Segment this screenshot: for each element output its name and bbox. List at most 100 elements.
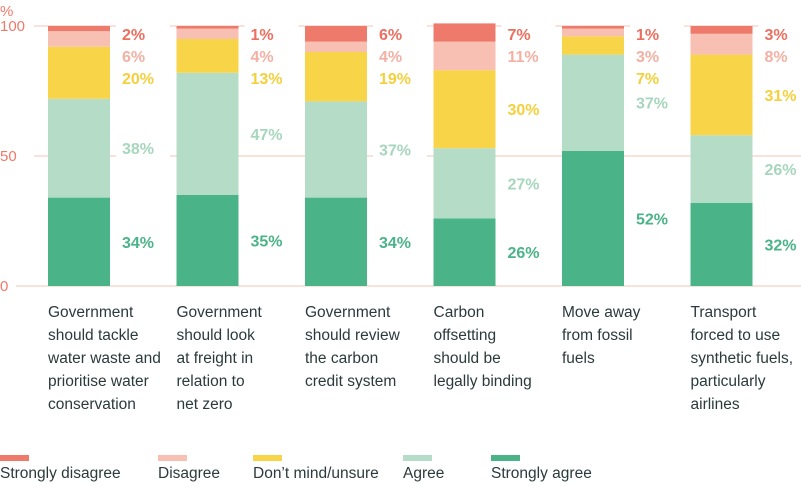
value-label: 19% bbox=[379, 71, 411, 88]
bar-segment bbox=[48, 26, 110, 32]
legend-label: Agree bbox=[403, 465, 445, 482]
category-label-line: credit system bbox=[305, 373, 397, 390]
category-label-line: from fossil bbox=[562, 327, 633, 344]
value-label: 7% bbox=[508, 27, 531, 44]
y-tick-label: 100 bbox=[0, 18, 25, 35]
label-bg bbox=[501, 173, 556, 194]
label-bg bbox=[758, 24, 801, 44]
category-label-line: legally binding bbox=[433, 373, 532, 390]
label-bg bbox=[244, 68, 299, 88]
legend-item: Strongly disagree bbox=[0, 455, 121, 487]
category-label-line: should look bbox=[176, 327, 255, 344]
value-label: 6% bbox=[122, 49, 145, 66]
bar-segment bbox=[176, 28, 239, 39]
bar-segment bbox=[433, 218, 496, 286]
category-label-line: synthetic fuels, bbox=[690, 350, 794, 367]
bar-segment bbox=[305, 26, 367, 42]
category-label-line: Government bbox=[176, 304, 262, 321]
label-bg bbox=[116, 231, 170, 252]
bar-segment bbox=[48, 31, 110, 47]
label-bg bbox=[630, 24, 684, 44]
label-bg bbox=[758, 159, 801, 179]
label-bg bbox=[501, 24, 556, 44]
bar-segment bbox=[562, 26, 624, 29]
y-axis-label: % bbox=[0, 3, 13, 20]
bar-segment bbox=[176, 195, 239, 286]
category-label-line: airlines bbox=[690, 396, 740, 413]
y-tick-label: 50 bbox=[0, 148, 17, 165]
category-label-line: prioritise water bbox=[48, 373, 149, 390]
label-bg bbox=[758, 234, 801, 255]
label-bg bbox=[501, 46, 556, 66]
label-bg bbox=[373, 46, 427, 66]
bar-segment bbox=[48, 98, 110, 198]
value-label: 1% bbox=[251, 27, 274, 44]
category-label-line: at freight in bbox=[176, 350, 254, 367]
value-label: 37% bbox=[636, 96, 668, 113]
category-label-line: forced to use bbox=[690, 327, 781, 344]
value-label: 37% bbox=[379, 143, 411, 160]
bar-segment bbox=[690, 135, 753, 203]
legend-item: Don’t mind/unsure bbox=[253, 455, 379, 487]
bar-segment bbox=[690, 26, 753, 34]
label-bg bbox=[116, 46, 170, 66]
category-label: Government should tackle water waste and pr… bbox=[48, 301, 174, 416]
legend-item: Agree bbox=[403, 455, 444, 487]
bar-segment bbox=[305, 41, 367, 52]
legend-label: Strongly agree bbox=[491, 465, 592, 482]
category-label: Carbon offsetting should be legally binding bbox=[434, 301, 560, 393]
category-label: Government should look at freight in relati… bbox=[177, 301, 303, 416]
bar-segment bbox=[305, 197, 367, 286]
bar-segment bbox=[562, 54, 624, 151]
bars bbox=[48, 23, 753, 286]
y-tick-label: 0 bbox=[0, 278, 8, 295]
value-label: 20% bbox=[122, 71, 154, 88]
category-label-line: Transport bbox=[690, 304, 757, 321]
value-label: 26% bbox=[765, 162, 797, 179]
value-label: 34% bbox=[379, 235, 411, 252]
value-label: 11% bbox=[508, 49, 539, 66]
legend-label: Strongly disagree bbox=[0, 465, 121, 482]
label-bg bbox=[630, 208, 684, 229]
category-label-line: should review bbox=[305, 327, 400, 344]
bar-segment bbox=[433, 23, 496, 42]
bar-segment bbox=[690, 202, 753, 286]
bar-segment bbox=[48, 197, 110, 286]
stacked-bar-chart: % 0 50 100 2% 6% 20% 38% 34% 1% 4% 13% 47% 35% 6% 4% 1… bbox=[0, 3, 801, 295]
category-label: Transport forced to use synthetic fuels, pa… bbox=[691, 301, 801, 416]
bar-segment bbox=[562, 150, 624, 286]
bar-segment bbox=[433, 70, 496, 149]
label-bg bbox=[630, 46, 684, 66]
value-label: 26% bbox=[508, 245, 540, 262]
category-label-line: Move away bbox=[562, 304, 641, 321]
bar-segment bbox=[48, 46, 110, 99]
value-label: 8% bbox=[765, 49, 788, 66]
label-bg bbox=[630, 68, 684, 88]
category-label-line: the carbon bbox=[305, 350, 379, 367]
y-ticks: 0 50 100 bbox=[0, 18, 25, 295]
value-label: 27% bbox=[508, 176, 540, 193]
value-label: 1% bbox=[636, 27, 659, 44]
label-bg bbox=[501, 242, 556, 263]
legend-swatch bbox=[0, 455, 29, 461]
label-bg bbox=[116, 138, 170, 159]
value-label: 47% bbox=[251, 127, 283, 144]
legend-item: Disagree bbox=[158, 455, 220, 487]
value-label: 3% bbox=[636, 49, 659, 66]
legend-label: Don’t mind/unsure bbox=[253, 465, 379, 482]
category-label-line: water waste and bbox=[48, 350, 161, 367]
category-label-line: Government bbox=[305, 304, 391, 321]
category-label-line: Carbon bbox=[433, 304, 485, 321]
value-label: 3% bbox=[765, 27, 788, 44]
legend-swatch bbox=[158, 455, 187, 461]
label-bg bbox=[630, 92, 684, 113]
bar-segment bbox=[562, 36, 624, 55]
category-label-line: Government bbox=[48, 304, 134, 321]
label-bg bbox=[373, 68, 427, 88]
label-bg bbox=[501, 99, 556, 120]
label-bg bbox=[116, 68, 170, 88]
label-bg bbox=[116, 24, 170, 44]
label-bg bbox=[244, 46, 299, 66]
value-label: 4% bbox=[251, 49, 274, 66]
value-label: 7% bbox=[636, 71, 659, 88]
